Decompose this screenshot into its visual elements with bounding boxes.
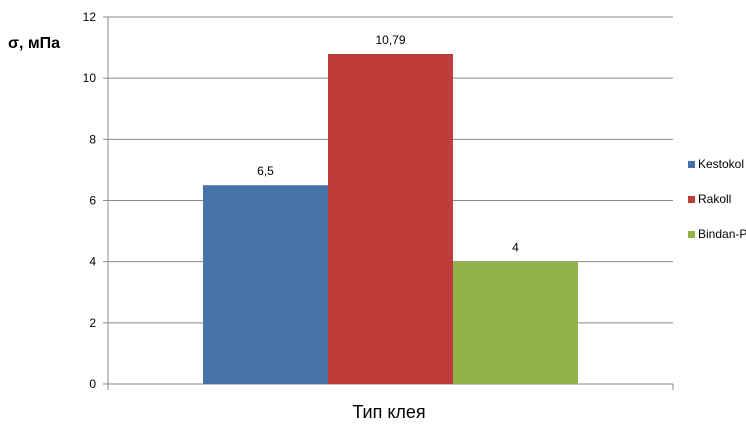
legend-swatch-kestokol	[688, 161, 695, 168]
y-tick-label-12: 12	[83, 10, 97, 24]
y-tick-label-6: 6	[89, 194, 96, 208]
y-tick-label-0: 0	[89, 377, 96, 391]
y-tick-label-8: 8	[89, 132, 96, 146]
y-tick-label-2: 2	[89, 316, 96, 330]
bar-kestokol	[203, 185, 328, 384]
legend-label-rakoll: Rakoll	[698, 192, 731, 206]
legend-swatch-bindan-p	[688, 231, 695, 238]
legend-label-kestokol: Kestokol	[698, 157, 744, 171]
y-tick-label-4: 4	[89, 255, 96, 269]
legend-swatch-rakoll	[688, 196, 695, 203]
legend: Kestokol Rakoll Bindan-P	[688, 157, 746, 241]
data-labels: 6,5 10,79 4	[257, 33, 519, 255]
legend-label-bindan-p: Bindan-P	[698, 227, 746, 241]
y-tick-label-10: 10	[83, 71, 97, 85]
data-label-kestokol: 6,5	[257, 164, 274, 178]
bars	[203, 54, 578, 385]
bar-rakoll	[328, 54, 453, 385]
x-axis-title: Тип клея	[352, 402, 425, 422]
data-label-rakoll: 10,79	[375, 33, 405, 47]
y-axis-title: σ, мПа	[8, 35, 60, 52]
bar-bindan-p	[453, 261, 578, 384]
data-label-bindan-p: 4	[512, 241, 519, 255]
